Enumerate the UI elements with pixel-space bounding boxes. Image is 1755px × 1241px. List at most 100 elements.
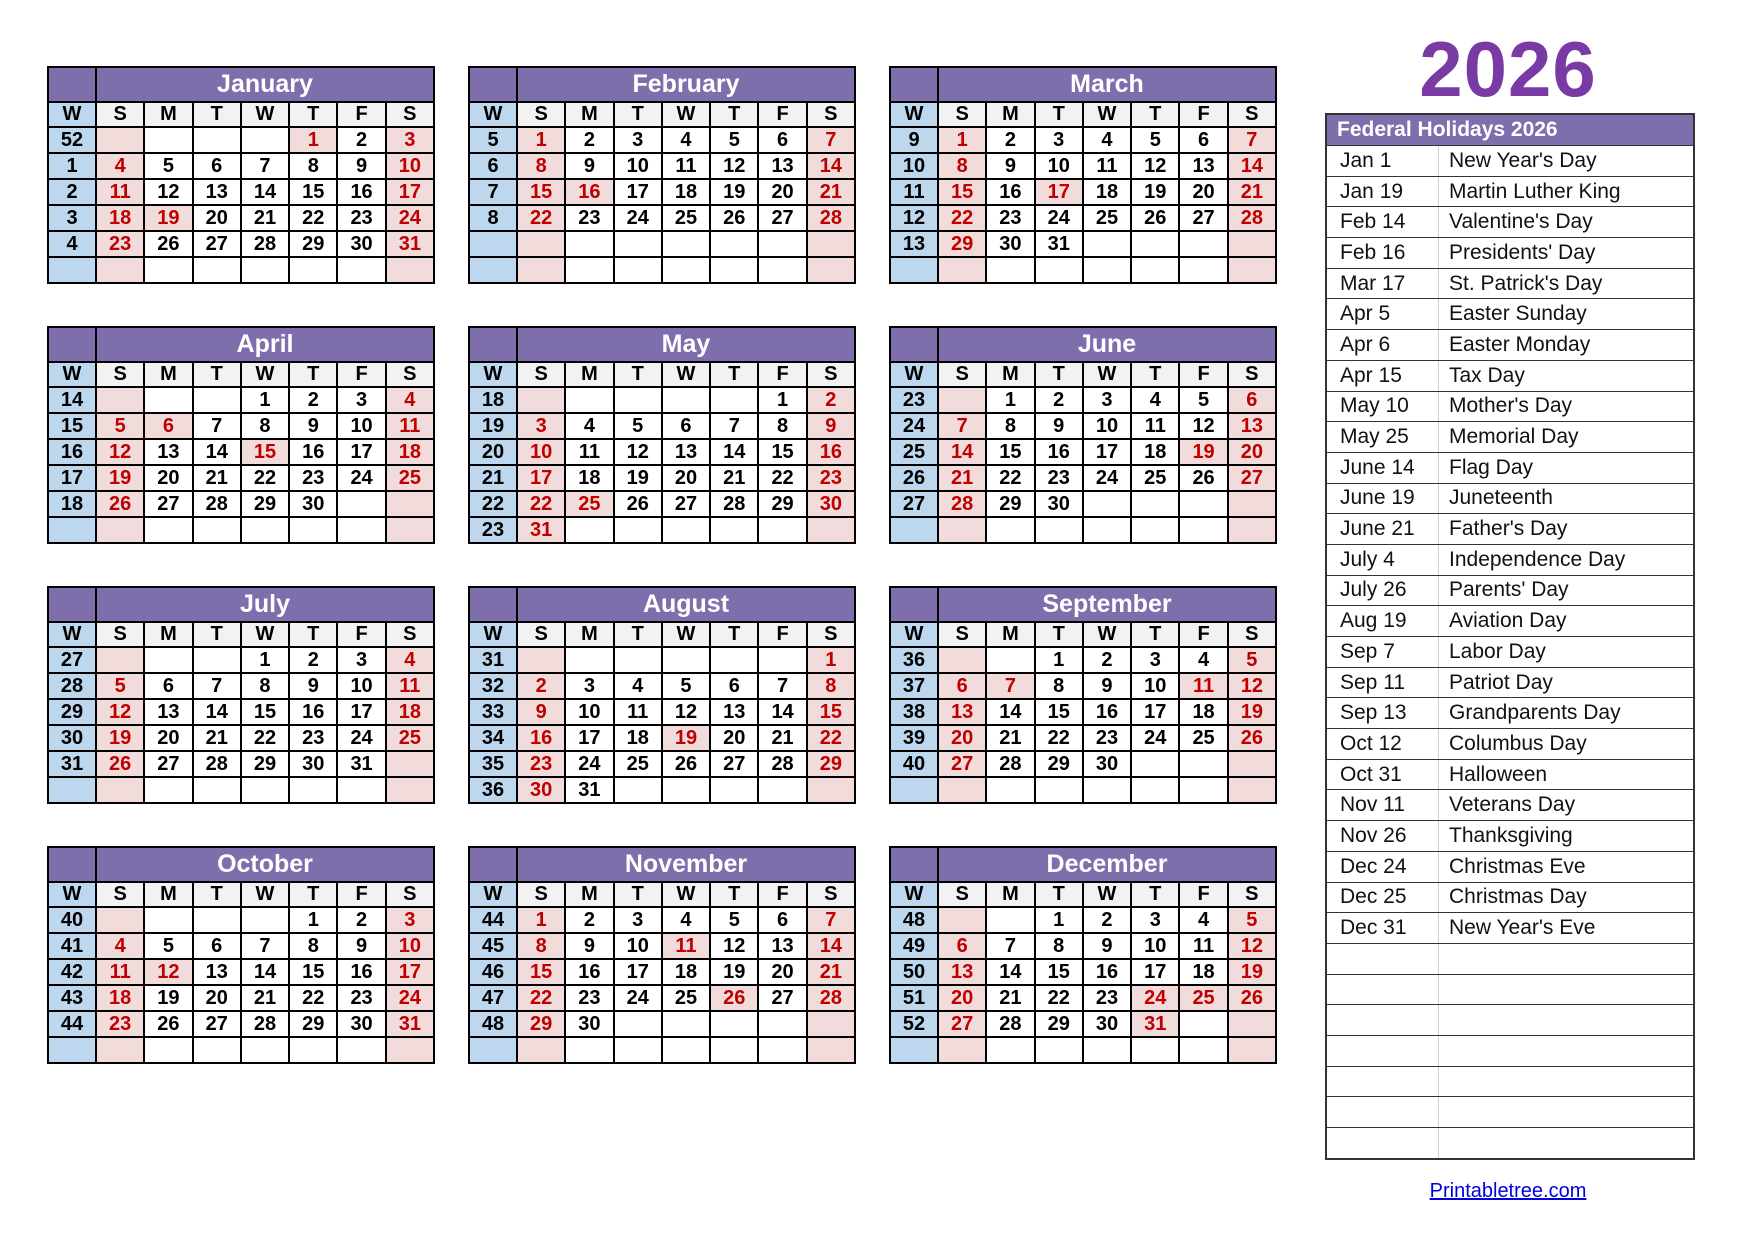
day-cell — [711, 258, 758, 282]
day-cell: 4 — [1180, 908, 1227, 932]
holiday-date — [1327, 1128, 1439, 1158]
month-title: May — [518, 328, 854, 361]
day-cell: 22 — [290, 206, 337, 230]
day-cell — [711, 1038, 758, 1062]
day-cell: 20 — [759, 960, 806, 984]
day-cell: 21 — [711, 466, 758, 490]
day-cell: 15 — [807, 700, 854, 724]
day-cell — [1180, 492, 1227, 516]
week-number-cell — [891, 778, 937, 802]
holiday-row: Oct 12 Columbus Day — [1327, 728, 1693, 759]
day-cell: 16 — [338, 180, 385, 204]
day-cell: 8 — [987, 414, 1034, 438]
day-cell — [662, 1012, 710, 1036]
holiday-empty-row — [1327, 1034, 1693, 1066]
day-cell: 4 — [662, 908, 710, 932]
day-cell — [662, 778, 710, 802]
day-header-cell: F — [338, 623, 385, 646]
day-cell: 17 — [338, 440, 385, 464]
holiday-row: Jan 1 New Year's Day — [1327, 145, 1693, 176]
holiday-date: Feb 16 — [1327, 238, 1439, 268]
holiday-name: Tax Day — [1449, 363, 1525, 387]
day-cell: 11 — [386, 414, 433, 438]
day-header-cell: M — [987, 363, 1034, 386]
day-cell — [1083, 778, 1131, 802]
month-table-january: January W S M T W T F S 52 1 2 3 1 4 5 6 7 8 9 10 2 11 12 13 14 15… — [47, 66, 435, 284]
day-cell: 30 — [290, 492, 337, 516]
week-number-cell: 31 — [470, 648, 516, 672]
holiday-empty-row — [1327, 973, 1693, 1005]
day-cell: 10 — [338, 414, 385, 438]
day-cell: 24 — [386, 206, 433, 230]
month-title: December — [939, 848, 1275, 881]
day-cell: 2 — [566, 128, 613, 152]
holiday-name: Patriot Day — [1449, 670, 1553, 694]
day-cell — [145, 388, 192, 412]
month-title-corner — [49, 328, 95, 361]
day-cell: 23 — [290, 466, 337, 490]
day-cell: 16 — [290, 440, 337, 464]
day-cell — [1035, 1038, 1082, 1062]
day-cell — [97, 258, 144, 282]
day-cell — [1083, 518, 1131, 542]
day-header-cell: T — [1132, 623, 1179, 646]
day-cell — [614, 518, 661, 542]
week-number-cell — [470, 232, 516, 256]
footer-link[interactable]: Printabletree.com — [1429, 1180, 1587, 1202]
month-table-november: November W S M T W T F S 44 1 2 3 4 5 6 7 45 8 9 10 11 12 13 14 4… — [468, 846, 856, 1064]
day-cell: 7 — [1228, 128, 1275, 152]
week-number-cell: 28 — [49, 674, 95, 698]
day-cell — [518, 388, 565, 412]
month-title: July — [97, 588, 433, 621]
day-header-cell: M — [145, 623, 192, 646]
day-header-cell: T — [711, 363, 758, 386]
day-cell — [807, 258, 854, 282]
day-cell: 27 — [711, 752, 758, 776]
holiday-date: Nov 11 — [1327, 790, 1439, 821]
holiday-date: Oct 12 — [1327, 729, 1439, 759]
day-cell: 26 — [1228, 726, 1275, 750]
day-cell: 5 — [711, 908, 758, 932]
day-header-cell: F — [759, 363, 806, 386]
day-cell: 3 — [518, 414, 565, 438]
day-cell — [1132, 232, 1179, 256]
week-number-cell: 44 — [49, 1012, 95, 1036]
day-cell: 8 — [1035, 934, 1082, 958]
holiday-name: Thanksgiving — [1449, 823, 1573, 847]
month-title-corner — [891, 68, 937, 101]
day-cell: 10 — [1083, 414, 1131, 438]
day-cell: 10 — [1035, 154, 1082, 178]
day-cell: 2 — [338, 128, 385, 152]
day-cell — [759, 232, 806, 256]
week-number-cell: 21 — [470, 466, 516, 490]
day-cell — [193, 908, 240, 932]
week-number-cell: 23 — [891, 388, 937, 412]
day-cell — [759, 778, 806, 802]
day-cell: 22 — [759, 466, 806, 490]
day-cell: 9 — [807, 414, 854, 438]
day-cell: 26 — [97, 492, 144, 516]
holiday-name: Valentine's Day — [1449, 210, 1593, 234]
week-number-cell: 52 — [49, 128, 95, 152]
day-cell: 7 — [711, 414, 758, 438]
day-cell: 2 — [1083, 908, 1131, 932]
week-number-cell: 27 — [891, 492, 937, 516]
holiday-date: Dec 31 — [1327, 913, 1439, 943]
day-cell: 9 — [290, 674, 337, 698]
holiday-date: June 19 — [1327, 483, 1439, 514]
holiday-row: Apr 15 Tax Day — [1327, 359, 1693, 391]
day-cell: 15 — [241, 700, 289, 724]
day-cell — [566, 648, 613, 672]
holiday-name — [1439, 1005, 1693, 1035]
day-cell: 5 — [1228, 648, 1275, 672]
day-cell: 10 — [1132, 674, 1179, 698]
month-table-may: May W S M T W T F S 18 1 2 19 3 4 5 6 7 8 9 20 10 11 12 13 14 15 16… — [468, 326, 856, 544]
day-cell: 8 — [290, 154, 337, 178]
day-header-cell: S — [1228, 883, 1275, 906]
day-cell — [1228, 1012, 1275, 1036]
day-cell: 9 — [1083, 674, 1131, 698]
day-cell: 23 — [338, 206, 385, 230]
day-cell: 5 — [1180, 388, 1227, 412]
day-cell: 9 — [566, 154, 613, 178]
day-header-cell: M — [566, 363, 613, 386]
